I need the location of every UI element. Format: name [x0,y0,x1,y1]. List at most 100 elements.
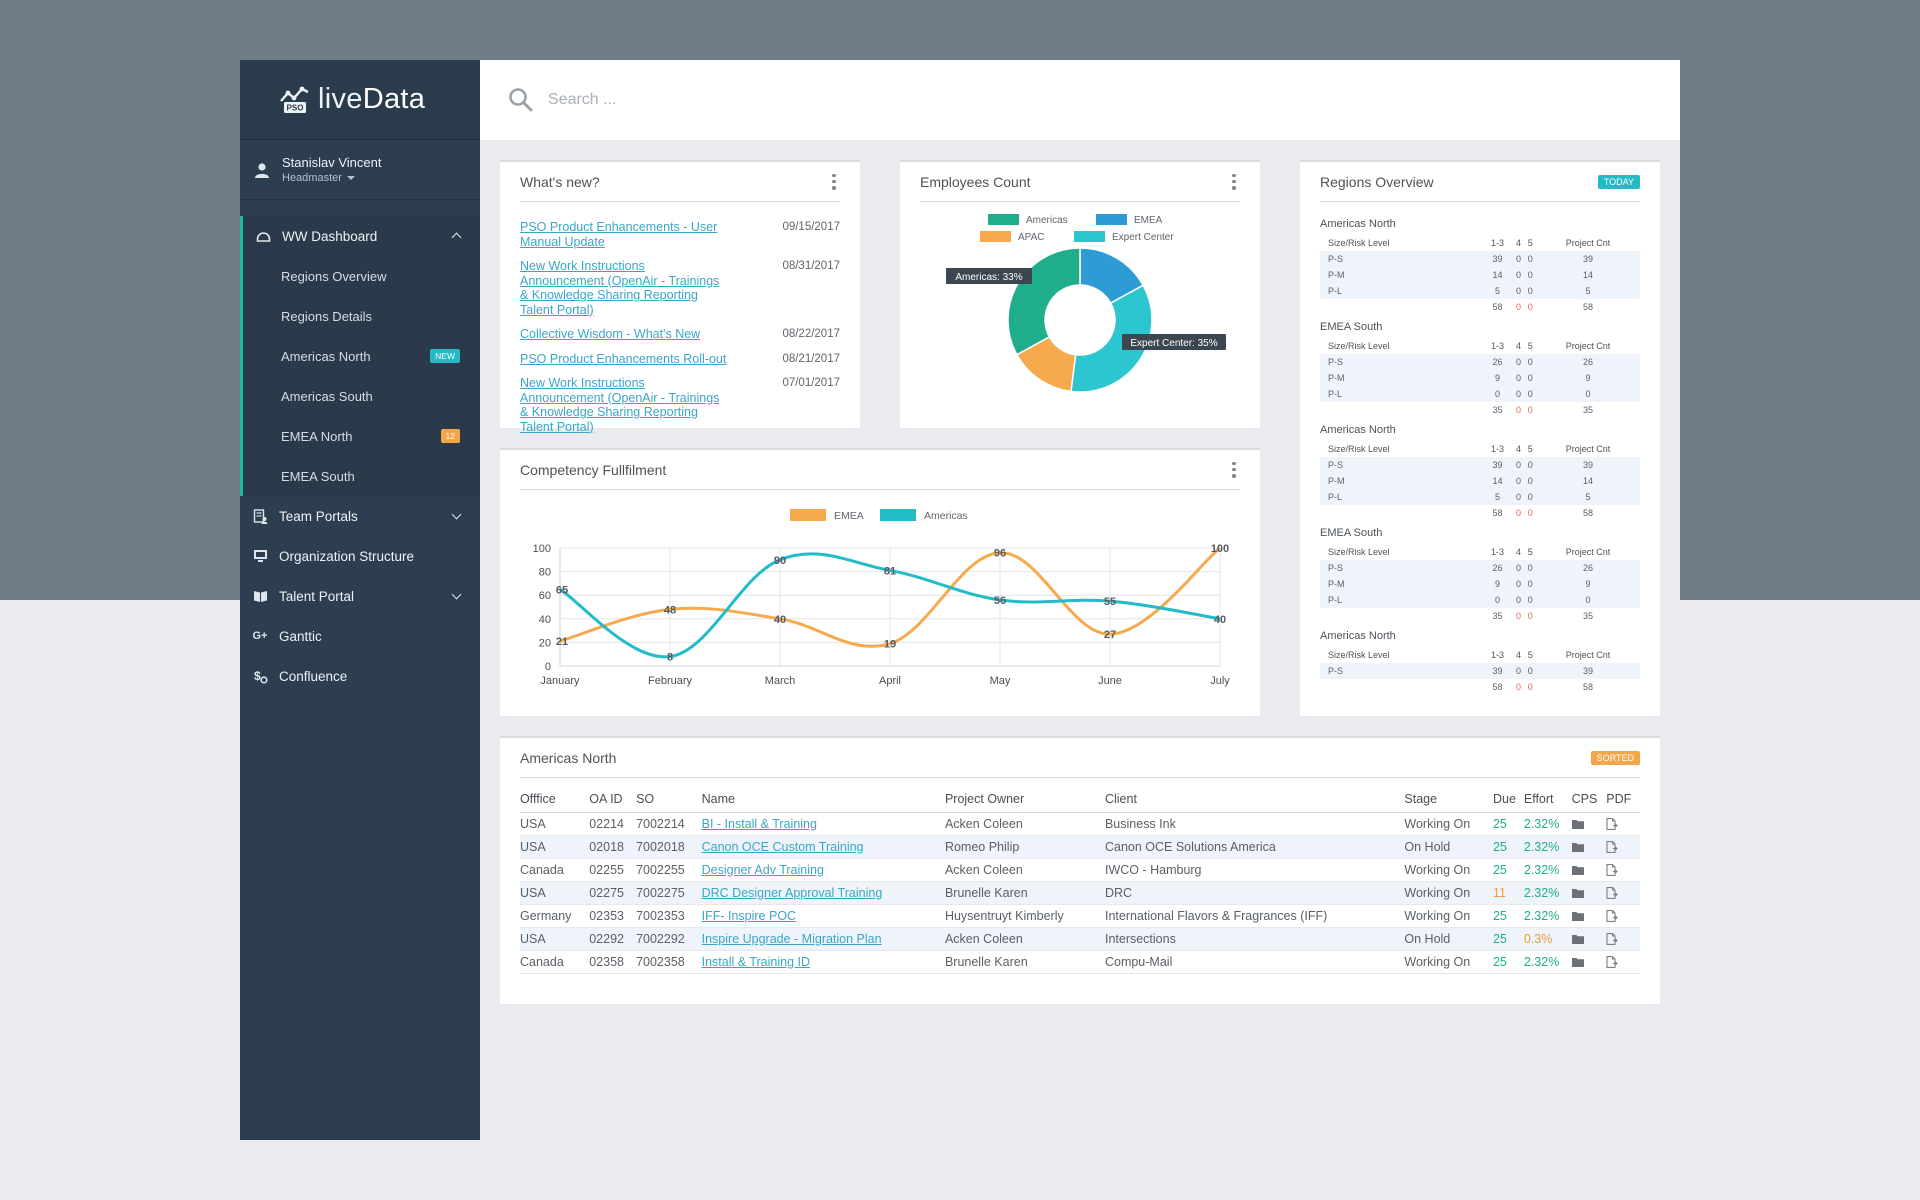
book-icon [252,588,268,604]
legend-item[interactable]: EMEA [1096,214,1163,226]
folder-icon[interactable] [1571,819,1584,830]
whats-new-card: What's new? PSO Product Enhancements - U… [500,160,860,434]
sidebar-item-ww-dashboard[interactable]: WW Dashboard [243,216,480,256]
folder-icon[interactable] [1571,934,1584,945]
file-pdf-icon[interactable] [1606,841,1619,854]
sidebar-subitem-emea-south[interactable]: EMEA South [243,456,480,496]
column-header[interactable]: Stage [1404,778,1493,813]
column-header[interactable]: Effort [1523,778,1572,813]
user-name: Stanislav Vincent [282,155,382,170]
pie-slice-expert-center[interactable] [1070,284,1153,393]
file-pdf-icon[interactable] [1606,933,1619,946]
table-row[interactable]: USA 02214 7002214 BI - Install & Training Ac… [520,812,1640,836]
column-header[interactable]: Due [1492,778,1524,813]
sidebar-item-organization-structure[interactable]: Organization Structure [240,536,480,576]
legend-item[interactable]: Americas [988,214,1068,226]
table-cell: 39 [1536,457,1640,473]
region-table: Size/Risk Level 1-3 4 5 Project Cnt P-S 39 0 0 39… [1320,441,1640,521]
table-row: P-L 5 0 0 5 [1320,283,1640,299]
folder-icon[interactable] [1571,842,1584,853]
table-row[interactable]: Canada 02358 7002358 Install & Training ID B… [520,950,1640,974]
legend-label: APAC [1018,232,1045,243]
table-cell: 0 [1512,251,1525,267]
legend-item[interactable]: Americas [880,509,968,522]
sidebar-subitem-americas-south[interactable]: Americas South [243,376,480,416]
region-table: Size/Risk Level 1-3 4 5 Project Cnt P-S 26 0 0 26… [1320,338,1640,418]
sidebar-subitem-regions-details[interactable]: Regions Details [243,296,480,336]
folder-icon[interactable] [1571,865,1584,876]
sorted-tag: SORTED [1590,750,1640,765]
project-link[interactable]: BI - Install & Training [701,816,817,831]
column-header[interactable]: Client [1104,778,1405,813]
file-pdf-icon[interactable] [1606,956,1619,969]
region-block-title: Americas North [1320,630,1396,642]
sidebar-item-confluence[interactable]: $ Confluence [240,656,480,696]
column-header[interactable]: Project Owner [944,778,1105,813]
news-link[interactable]: PSO Product Enhancements - User Manual U… [520,220,718,249]
table-row[interactable]: Germany 02353 7002353 IFF- Inspire POC Huyse… [520,904,1640,928]
sidebar-item-team-portals[interactable]: Team Portals [240,496,480,536]
project-link[interactable]: Designer Adv Training [701,862,824,877]
table-cell-pdf [1606,904,1640,928]
file-pdf-icon[interactable] [1606,887,1619,900]
table-cell: 0 [1536,592,1640,608]
news-link[interactable]: Collective Wisdom - What's New [520,327,701,341]
sidebar-subitem-americas-north[interactable]: Americas North NEW [243,336,480,376]
news-link[interactable]: New Work Instructions Announcement (Open… [520,376,720,434]
y-tick-label: 40 [539,614,551,626]
sidebar-subitem-emea-north[interactable]: EMEA North 12 [243,416,480,456]
project-link[interactable]: Install & Training ID [701,954,811,969]
search-input[interactable] [548,91,1148,109]
legend-item[interactable]: Expert Center [1074,231,1174,243]
table-cell-name: BI - Install & Training [701,812,945,836]
subitem-label: Americas North [281,348,371,364]
news-date: 08/31/2017 [782,260,840,272]
project-link[interactable]: IFF- Inspire POC [701,908,797,923]
file-pdf-icon[interactable] [1606,910,1619,923]
folder-icon[interactable] [1571,888,1584,899]
file-pdf-icon[interactable] [1606,818,1619,831]
column-header[interactable]: SO [636,778,702,813]
table-cell-owner: Brunelle Karen [944,950,1105,974]
sidebar-item-talent-portal[interactable]: Talent Portal [240,576,480,616]
sidebar-item-ganttic[interactable]: G+ Ganttic [240,616,480,656]
more-vertical-icon[interactable] [832,173,836,190]
y-tick-label: 100 [533,543,551,555]
legend-item[interactable]: APAC [980,231,1045,243]
folder-icon[interactable] [1571,911,1584,922]
file-pdf-icon[interactable] [1606,864,1619,877]
column-header[interactable]: CPS [1571,778,1607,813]
project-link[interactable]: Inspire Upgrade - Migration Plan [701,931,882,946]
table-cell: 9 [1536,370,1640,386]
user-profile[interactable]: Stanislav Vincent Headmaster [240,140,480,200]
table-row[interactable]: USA 02292 7002292 Inspire Upgrade - Migrati… [520,927,1640,951]
table-row[interactable]: USA 02275 7002275 DRC Designer Approval Tra… [520,881,1640,905]
user-role-dropdown[interactable]: Headmaster [282,172,382,184]
project-link[interactable]: Canon OCE Custom Training [701,839,864,854]
legend-item[interactable]: EMEA [790,509,864,522]
table-row[interactable]: Canada 02255 7002255 Designer Adv Training A… [520,858,1640,882]
table-cell: 5 [1482,489,1513,505]
table-row[interactable]: USA 02018 7002018 Canon OCE Custom Training… [520,835,1640,859]
table-cell: 58 [1583,508,1594,518]
folder-icon[interactable] [1571,957,1584,968]
logo[interactable]: PSO liveData [240,60,480,140]
table-cell: 0 [1524,386,1537,402]
project-link[interactable]: DRC Designer Approval Training [701,885,883,900]
news-link[interactable]: PSO Product Enhancements Roll-out [520,351,727,366]
employees-pie-chart: Americas EMEA APAC Expert Center Americas: 3… [946,214,1226,393]
sidebar-subitem-regions-overview[interactable]: Regions Overview [243,256,480,296]
column-header[interactable]: Offfice [520,778,590,813]
column-header[interactable]: Name [701,778,945,813]
table-cell-due: 25 [1492,858,1524,882]
pie-slice-americas[interactable] [1007,247,1081,356]
more-vertical-icon[interactable] [1232,461,1236,478]
more-vertical-icon[interactable] [1232,173,1236,190]
table-cell: 0 [1515,508,1521,518]
news-link[interactable]: New Work Instructions Announcement (Open… [520,259,720,317]
table-header-row: Size/Risk Level 1-3 4 5 Project Cnt [1320,647,1640,663]
column-header[interactable]: PDF [1606,778,1640,813]
search-icon[interactable] [508,87,534,113]
column-header[interactable]: OA ID [589,778,637,813]
table-cell-office: USA [520,812,590,836]
